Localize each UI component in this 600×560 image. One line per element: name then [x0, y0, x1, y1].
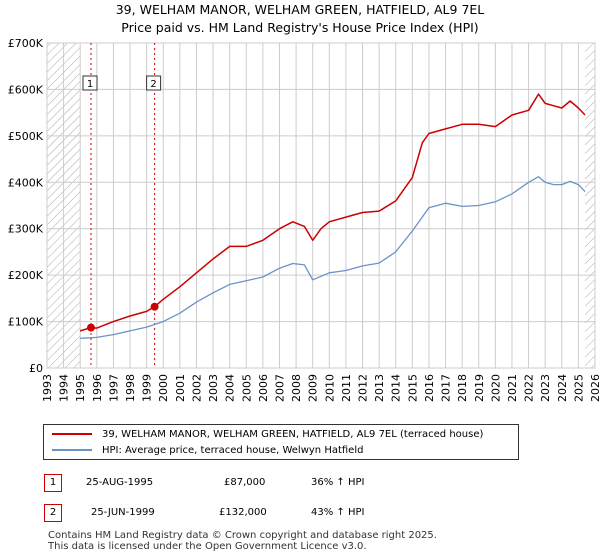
y-tick-label: £600K [8, 83, 44, 96]
x-tick-label: 2026 [589, 374, 600, 402]
x-tick-label: 2008 [290, 374, 303, 402]
legend-item-price: 39, WELHAM MANOR, WELHAM GREEN, HATFIELD… [52, 428, 483, 442]
x-tick-label: 2009 [307, 374, 320, 402]
x-tick-label: 2004 [224, 374, 237, 402]
transaction-number: 2 [44, 504, 62, 522]
x-tick-label: 2023 [539, 374, 552, 402]
transaction-price: £132,000 [219, 507, 267, 518]
sale-point-1 [87, 323, 96, 332]
legend-label-hpi: HPI: Average price, terraced house, Welw… [102, 445, 364, 456]
y-tick-label: £400K [8, 176, 44, 189]
x-tick-label: 2015 [406, 374, 419, 402]
y-tick-label: £0 [29, 362, 43, 375]
x-tick-label: 2014 [390, 374, 403, 402]
legend-swatch-hpi [52, 449, 92, 451]
x-tick-label: 2021 [506, 374, 519, 402]
legend-label-price: 39, WELHAM MANOR, WELHAM GREEN, HATFIELD… [102, 429, 484, 440]
x-tick-label: 2001 [174, 374, 187, 402]
x-tick-label: 2007 [273, 374, 286, 402]
transaction-price: £87,000 [224, 477, 266, 488]
x-tick-label: 2018 [456, 374, 469, 402]
transaction-row: 2 25-JUN-1999 £132,000 43% ↑ HPI [43, 504, 563, 524]
x-tick-label: 2002 [190, 374, 203, 402]
x-tick-label: 1999 [141, 374, 154, 402]
plot-area [46, 42, 596, 369]
x-tick-label: 2006 [257, 374, 270, 402]
y-tick-label: £300K [8, 223, 44, 236]
y-tick-label: £700K [8, 37, 44, 50]
sale-point-2 [150, 302, 159, 311]
x-tick-label: 2005 [240, 374, 253, 402]
marker-2-box [146, 75, 162, 91]
x-tick-label: 1998 [124, 374, 137, 402]
price-paid-line [79, 93, 586, 332]
footer-copyright: Contains HM Land Registry data © Crown c… [48, 530, 437, 541]
transaction-hpi-change: 36% ↑ HPI [311, 477, 365, 488]
marker-1-label: 1 [87, 79, 93, 90]
transaction-row: 1 25-AUG-1995 £87,000 36% ↑ HPI [43, 474, 563, 494]
x-tick-label: 2019 [473, 374, 486, 402]
x-tick-label: 1993 [41, 374, 54, 402]
transaction-date: 25-AUG-1995 [86, 477, 154, 488]
chart-title-line1: 39, WELHAM MANOR, WELHAM GREEN, HATFIELD… [115, 2, 485, 17]
transaction-date: 25-JUN-1999 [91, 507, 155, 518]
transaction-hpi-change: 43% ↑ HPI [311, 507, 365, 518]
legend-item-hpi: HPI: Average price, terraced house, Welw… [52, 444, 363, 458]
hpi-line [80, 176, 586, 339]
footer-licence: This data is licensed under the Open Gov… [48, 541, 367, 552]
x-tick-label: 2025 [572, 374, 585, 402]
no-data-region-end [585, 43, 595, 368]
marker-2-label: 2 [150, 79, 156, 90]
x-tick-label: 1996 [91, 374, 104, 402]
transaction-number: 1 [44, 474, 62, 492]
y-tick-label: £500K [8, 130, 44, 143]
x-tick-label: 2012 [357, 374, 370, 402]
x-tick-label: 1997 [107, 374, 120, 402]
chart-title-line2: Price paid vs. HM Land Registry's House … [121, 20, 479, 35]
x-tick-label: 1995 [74, 374, 87, 402]
x-tick-label: 2016 [423, 374, 436, 402]
x-tick-label: 2024 [556, 374, 569, 402]
legend-swatch-price [52, 433, 92, 435]
x-tick-label: 2011 [340, 374, 353, 402]
x-tick-label: 2017 [440, 374, 453, 402]
chart-legend: 39, WELHAM MANOR, WELHAM GREEN, HATFIELD… [43, 424, 519, 460]
x-tick-label: 2000 [157, 374, 170, 402]
x-tick-label: 2022 [523, 374, 536, 402]
x-tick-label: 2013 [373, 374, 386, 402]
marker-1-box [82, 75, 98, 91]
price-chart: £0 £100K £200K £300K £400K £500K £600K £700K 199… [8, 37, 600, 402]
x-tick-label: 1994 [58, 374, 71, 402]
x-tick-label: 2003 [207, 374, 220, 402]
y-tick-label: £200K [8, 269, 44, 282]
y-tick-label: £100K [8, 316, 44, 329]
x-tick-label: 2020 [489, 374, 502, 402]
x-tick-label: 2010 [323, 374, 336, 402]
